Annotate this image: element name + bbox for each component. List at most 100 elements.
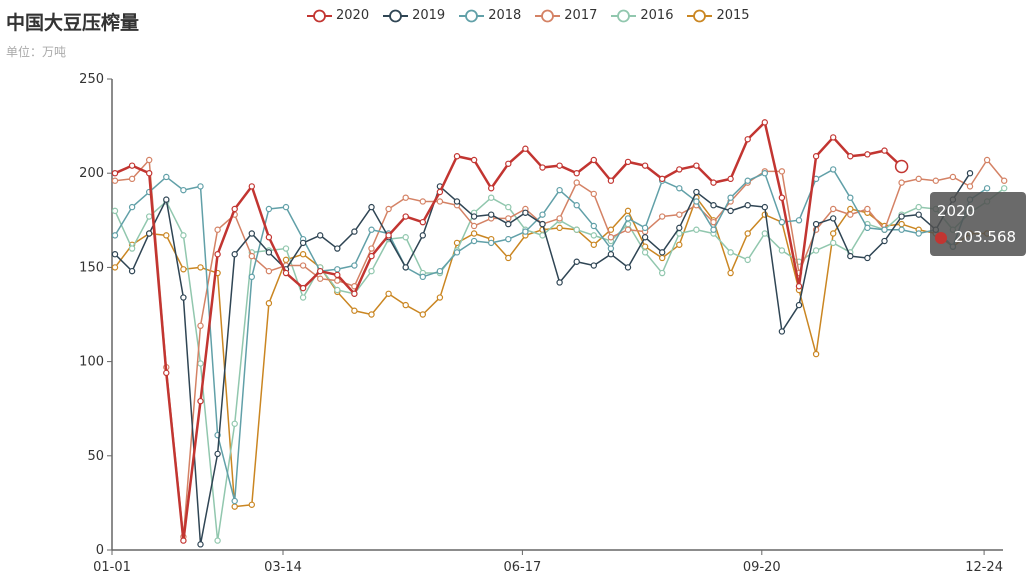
data-point-2019 (812, 220, 820, 228)
data-point-2018 (847, 194, 854, 201)
legend-item-2018[interactable]: 2018 (459, 8, 521, 23)
data-point-2020 (402, 213, 409, 220)
data-point-2018 (265, 205, 273, 213)
x-tick-label: 03-14 (264, 560, 302, 575)
data-point-2017 (590, 190, 598, 198)
data-point-2017 (932, 177, 940, 184)
data-point-2018 (641, 224, 649, 232)
data-point-2015 (727, 269, 734, 277)
data-point-2016 (145, 213, 153, 220)
legend-label: 2017 (564, 8, 598, 23)
data-point-2019 (915, 211, 922, 218)
data-point-2020 (812, 153, 820, 160)
data-point-2016 (334, 286, 341, 294)
data-point-2018 (334, 266, 341, 273)
data-point-2017 (624, 226, 632, 233)
data-point-2015 (590, 241, 598, 248)
legend-item-2016[interactable]: 2016 (611, 8, 673, 23)
data-point-2017 (265, 267, 273, 275)
data-point-2020 (744, 136, 751, 143)
data-point-2019 (659, 249, 666, 256)
data-point-2020 (128, 162, 136, 169)
data-point-2017 (676, 211, 683, 218)
legend-item-2017[interactable]: 2017 (535, 8, 597, 23)
data-point-2017 (983, 156, 991, 164)
x-tick-label: 01-01 (93, 560, 131, 575)
data-point-2020 (830, 134, 837, 141)
data-point-2015 (812, 350, 820, 358)
data-point-2016 (282, 245, 290, 252)
data-point-2019 (744, 202, 751, 209)
data-point-2020 (111, 169, 119, 177)
data-point-2015 (419, 311, 426, 318)
data-point-2016 (778, 247, 786, 254)
data-point-2015 (676, 241, 683, 248)
data-point-2015 (830, 230, 837, 237)
data-point-2018 (197, 183, 204, 190)
data-point-2019 (248, 230, 255, 237)
data-point-2016 (214, 537, 221, 544)
data-point-2019 (864, 254, 871, 262)
data-point-2020 (419, 218, 426, 226)
data-point-2015 (265, 299, 273, 307)
data-point-2017 (111, 177, 119, 184)
data-point-2018 (761, 169, 769, 177)
data-point-2020 (710, 179, 717, 186)
data-point-2020 (265, 234, 273, 241)
legend-item-2019[interactable]: 2019 (383, 8, 445, 23)
data-point-2018 (180, 186, 187, 194)
data-point-2016 (641, 249, 649, 256)
data-point-2020 (368, 252, 375, 260)
data-point-2019 (590, 262, 598, 269)
data-point-2020 (470, 156, 478, 164)
legend-item-2020[interactable]: 2020 (307, 8, 369, 23)
data-point-2019 (351, 228, 358, 235)
data-point-2016 (197, 360, 204, 367)
data-point-2019 (881, 237, 888, 245)
data-point-2020 (864, 151, 871, 158)
data-point-2019 (402, 264, 409, 271)
x-tick-label: 06-17 (504, 560, 542, 575)
data-point-2016 (180, 232, 187, 239)
data-point-2018 (573, 202, 580, 209)
data-point-2017 (659, 213, 666, 220)
data-point-2020 (180, 537, 187, 544)
data-point-2020 (539, 164, 546, 171)
data-point-2019 (573, 258, 580, 265)
data-point-2016 (299, 294, 307, 301)
data-point-2019 (795, 301, 803, 309)
data-point-2018 (744, 177, 751, 184)
data-point-2018 (693, 198, 700, 205)
legend-line-circle-icon (611, 9, 637, 22)
data-point-2018 (915, 230, 922, 237)
legend-item-2015[interactable]: 2015 (687, 8, 750, 23)
data-point-2017 (419, 198, 426, 205)
data-point-2017 (864, 205, 871, 213)
data-point-2018 (556, 186, 563, 194)
tooltip-series-name: 2020 (937, 202, 976, 220)
data-point-2017 (385, 205, 392, 213)
data-point-2020 (197, 397, 204, 405)
data-point-2019 (111, 251, 119, 258)
legend-label: 2016 (640, 8, 674, 23)
data-point-2015 (744, 230, 751, 237)
data-point-2016 (573, 226, 580, 233)
data-point-2017 (847, 211, 854, 218)
data-point-2018 (522, 228, 529, 235)
data-point-2017 (607, 234, 615, 241)
legend-label: 2020 (336, 8, 370, 23)
data-point-2018 (898, 226, 905, 233)
data-point-2017 (317, 275, 324, 282)
legend-label: 2018 (488, 8, 522, 23)
legend-label: 2019 (412, 8, 446, 23)
data-point-2018 (488, 239, 495, 247)
data-point-2020 (385, 232, 392, 239)
data-point-2018 (282, 203, 290, 211)
data-point-2015 (898, 220, 905, 228)
data-point-2015 (385, 290, 392, 297)
data-point-2020 (163, 369, 170, 377)
series-line-2016 (114, 187, 1005, 542)
data-point-2019 (488, 211, 495, 218)
data-point-2019 (317, 232, 324, 239)
